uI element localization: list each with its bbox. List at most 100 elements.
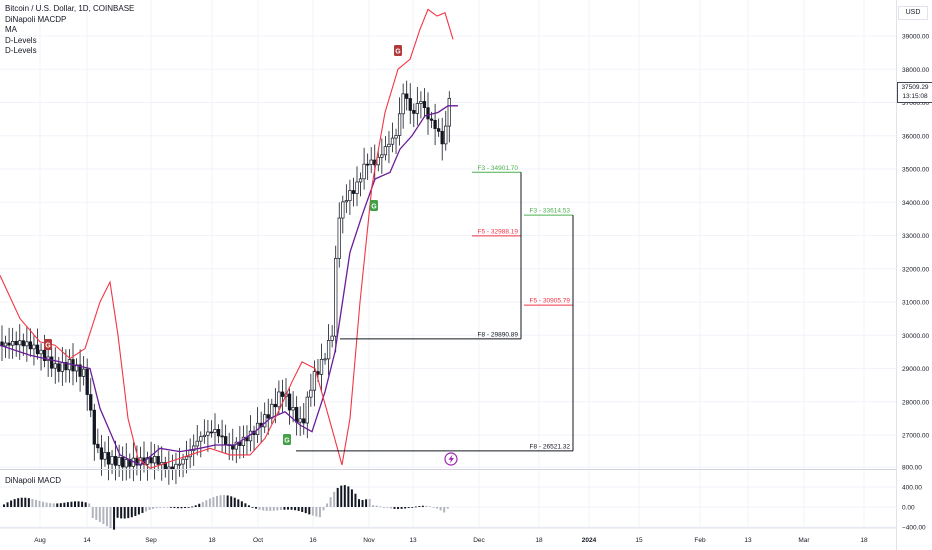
- macd-bar: [294, 507, 297, 511]
- candle-body: [330, 335, 334, 341]
- candle-body: [312, 371, 317, 391]
- macd-bar: [145, 507, 147, 512]
- marker-letter: G: [45, 342, 51, 349]
- macd-bar: [148, 507, 151, 511]
- candle-body: [337, 217, 341, 259]
- candle-body: [422, 101, 427, 109]
- candle-body: [145, 457, 150, 465]
- candle-body: [429, 118, 434, 121]
- macd-bar: [436, 507, 439, 509]
- macd-bar: [287, 507, 289, 510]
- candle-body: [64, 362, 68, 371]
- candle-body: [50, 356, 54, 369]
- candle-body: [437, 128, 441, 132]
- candle-body: [291, 407, 295, 411]
- candle-body: [405, 93, 409, 99]
- macd-bar: [340, 485, 343, 507]
- price-tick-label: 27000.00: [902, 433, 929, 440]
- price-tick-label: 29000.00: [902, 366, 929, 373]
- pane-separator[interactable]: [0, 469, 896, 470]
- macd-bar: [201, 502, 204, 507]
- macd-bar: [10, 500, 13, 507]
- macd-bar: [361, 500, 364, 507]
- legend-symbol[interactable]: Bitcoin / U.S. Dollar, 1D, COINBASE: [5, 4, 135, 13]
- macd-bar: [216, 495, 218, 507]
- macd-bar: [141, 507, 144, 513]
- macd-bar: [88, 503, 91, 507]
- legend-indicator-d-levels-2[interactable]: D-Levels: [5, 46, 37, 55]
- macd-bar: [407, 507, 410, 508]
- candle-body: [426, 107, 430, 120]
- macd-bar: [109, 507, 112, 529]
- macd-bar: [56, 503, 59, 507]
- time-axis-label: Oct: [253, 537, 263, 544]
- candle-body: [369, 159, 373, 165]
- band-line: [0, 8, 454, 469]
- legend-indicator-dinapoli-macdp[interactable]: DiNapoli MACDP: [5, 14, 67, 24]
- price-tick-label: 34000.00: [902, 200, 929, 207]
- macd-bar: [34, 499, 37, 507]
- candle-body: [397, 113, 402, 136]
- candle-body: [53, 363, 57, 369]
- macd-bar: [3, 504, 5, 507]
- bar-countdown: 13:15:08: [902, 93, 928, 100]
- candle-body: [295, 407, 299, 423]
- marker-letter: G: [395, 48, 401, 55]
- macd-bar: [333, 491, 336, 507]
- time-axis-label: Feb: [694, 537, 706, 544]
- legend-indicator-d-levels-1[interactable]: D-Levels: [5, 35, 37, 45]
- macd-bar: [372, 505, 375, 507]
- candle-body: [57, 363, 61, 372]
- macd-bar: [105, 507, 108, 527]
- level-label: F5 - 32988.19: [478, 228, 519, 235]
- macd-bar: [247, 505, 250, 507]
- macd-bar: [379, 506, 382, 508]
- time-axis-label: 15: [635, 537, 643, 544]
- macd-bar: [184, 507, 187, 509]
- candle-body: [358, 178, 363, 183]
- level-label: F5 - 30905.79: [530, 298, 571, 305]
- time-axis-label: 18: [860, 537, 868, 544]
- macd-bar: [272, 507, 275, 511]
- candle-body: [106, 452, 111, 465]
- macd-bar: [251, 507, 254, 508]
- macd-pane-title[interactable]: DiNapoli MACD: [5, 476, 62, 485]
- macd-bar: [63, 502, 66, 507]
- candle-body: [42, 349, 47, 361]
- macd-bar: [393, 507, 396, 509]
- currency-button[interactable]: USD: [898, 6, 928, 20]
- macd-bar: [421, 505, 424, 507]
- macd-bar: [354, 493, 357, 507]
- macd-bar: [116, 507, 119, 518]
- candle-body: [319, 359, 324, 375]
- candle-body: [302, 418, 306, 424]
- price-axis-separator: [896, 0, 897, 550]
- price-tick-label: 38000.00: [902, 67, 929, 74]
- macd-bar: [269, 507, 272, 511]
- macd-bar: [358, 499, 360, 507]
- price-tick-label: 35000.00: [902, 167, 929, 174]
- candle-body: [234, 441, 238, 450]
- candle-body: [92, 409, 96, 445]
- macd-bar: [425, 505, 428, 507]
- macd-bar: [432, 507, 435, 508]
- macd-bar: [45, 502, 48, 507]
- price-tick-label: 31000.00: [902, 300, 929, 307]
- candle-body: [177, 463, 182, 466]
- macd-bar: [162, 507, 165, 508]
- macd-bar: [198, 503, 201, 507]
- macd-bar: [81, 501, 84, 507]
- candles: [0, 80, 451, 485]
- candle-body: [401, 93, 405, 115]
- macd-bar: [318, 507, 321, 518]
- macd-bar: [400, 507, 403, 509]
- macd-bar: [205, 500, 208, 507]
- candle-body: [270, 403, 274, 419]
- candle-body: [213, 429, 217, 433]
- level-label: F3 - 33614.53: [530, 208, 571, 215]
- sell-signal-marker: [394, 45, 402, 56]
- legend-indicator-ma[interactable]: MA: [5, 25, 17, 34]
- candle-body: [35, 344, 40, 355]
